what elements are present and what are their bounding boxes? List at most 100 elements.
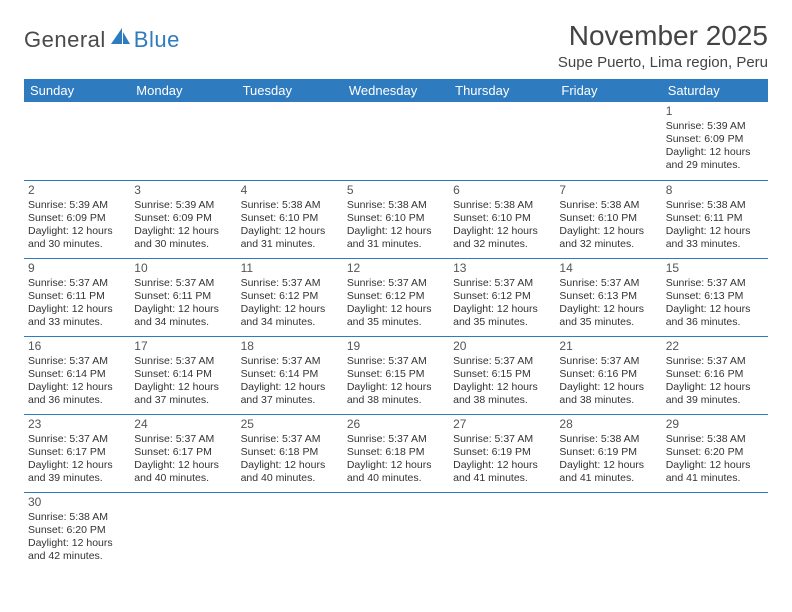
day-daylight2: and 29 minutes.	[666, 159, 764, 172]
day-daylight2: and 36 minutes.	[666, 316, 764, 329]
day-daylight1: Daylight: 12 hours	[453, 459, 551, 472]
day-daylight1: Daylight: 12 hours	[559, 225, 657, 238]
day-daylight2: and 34 minutes.	[241, 316, 339, 329]
calendar-cell: 15Sunrise: 5:37 AMSunset: 6:13 PMDayligh…	[662, 258, 768, 336]
day-daylight1: Daylight: 12 hours	[666, 146, 764, 159]
day-daylight1: Daylight: 12 hours	[134, 303, 232, 316]
brand-logo: General Blue	[24, 26, 180, 53]
weekday-header: Thursday	[449, 79, 555, 102]
calendar-cell: 25Sunrise: 5:37 AMSunset: 6:18 PMDayligh…	[237, 414, 343, 492]
calendar-cell: 14Sunrise: 5:37 AMSunset: 6:13 PMDayligh…	[555, 258, 661, 336]
day-sunset: Sunset: 6:10 PM	[453, 212, 551, 225]
location: Supe Puerto, Lima region, Peru	[558, 54, 768, 71]
day-sunrise: Sunrise: 5:37 AM	[134, 277, 232, 290]
day-sunset: Sunset: 6:12 PM	[453, 290, 551, 303]
calendar-cell: 5Sunrise: 5:38 AMSunset: 6:10 PMDaylight…	[343, 180, 449, 258]
day-daylight2: and 40 minutes.	[347, 472, 445, 485]
day-sunrise: Sunrise: 5:38 AM	[559, 433, 657, 446]
day-sunrise: Sunrise: 5:39 AM	[666, 120, 764, 133]
day-sunrise: Sunrise: 5:37 AM	[666, 355, 764, 368]
day-number: 1	[666, 104, 764, 119]
day-sunset: Sunset: 6:11 PM	[134, 290, 232, 303]
day-daylight1: Daylight: 12 hours	[347, 381, 445, 394]
calendar-cell: 17Sunrise: 5:37 AMSunset: 6:14 PMDayligh…	[130, 336, 236, 414]
brand-part2: Blue	[134, 27, 180, 53]
day-sunrise: Sunrise: 5:37 AM	[559, 277, 657, 290]
calendar-cell: 19Sunrise: 5:37 AMSunset: 6:15 PMDayligh…	[343, 336, 449, 414]
calendar-body: 1Sunrise: 5:39 AMSunset: 6:09 PMDaylight…	[24, 102, 768, 570]
calendar-header-row: Sunday Monday Tuesday Wednesday Thursday…	[24, 79, 768, 102]
day-daylight1: Daylight: 12 hours	[559, 459, 657, 472]
day-daylight2: and 35 minutes.	[559, 316, 657, 329]
day-sunset: Sunset: 6:16 PM	[559, 368, 657, 381]
page: General Blue November 2025 Supe Puerto, …	[0, 0, 792, 590]
day-daylight1: Daylight: 12 hours	[347, 225, 445, 238]
day-sunset: Sunset: 6:12 PM	[347, 290, 445, 303]
day-sunset: Sunset: 6:14 PM	[134, 368, 232, 381]
day-sunrise: Sunrise: 5:37 AM	[241, 277, 339, 290]
day-number: 14	[559, 261, 657, 276]
calendar-cell: 1Sunrise: 5:39 AMSunset: 6:09 PMDaylight…	[662, 102, 768, 180]
calendar-week: 30Sunrise: 5:38 AMSunset: 6:20 PMDayligh…	[24, 492, 768, 570]
day-sunrise: Sunrise: 5:38 AM	[347, 199, 445, 212]
calendar-cell: 7Sunrise: 5:38 AMSunset: 6:10 PMDaylight…	[555, 180, 661, 258]
day-daylight2: and 41 minutes.	[559, 472, 657, 485]
calendar-cell: 12Sunrise: 5:37 AMSunset: 6:12 PMDayligh…	[343, 258, 449, 336]
day-number: 10	[134, 261, 232, 276]
weekday-header: Tuesday	[237, 79, 343, 102]
day-daylight1: Daylight: 12 hours	[559, 381, 657, 394]
day-sunrise: Sunrise: 5:37 AM	[347, 433, 445, 446]
day-daylight2: and 30 minutes.	[28, 238, 126, 251]
day-sunrise: Sunrise: 5:38 AM	[666, 433, 764, 446]
day-number: 24	[134, 417, 232, 432]
day-daylight1: Daylight: 12 hours	[347, 459, 445, 472]
day-daylight1: Daylight: 12 hours	[241, 303, 339, 316]
day-sunrise: Sunrise: 5:38 AM	[666, 199, 764, 212]
day-sunset: Sunset: 6:09 PM	[134, 212, 232, 225]
day-daylight2: and 31 minutes.	[347, 238, 445, 251]
day-sunset: Sunset: 6:15 PM	[453, 368, 551, 381]
calendar-cell: 2Sunrise: 5:39 AMSunset: 6:09 PMDaylight…	[24, 180, 130, 258]
day-sunrise: Sunrise: 5:38 AM	[28, 511, 126, 524]
day-sunset: Sunset: 6:12 PM	[241, 290, 339, 303]
day-daylight2: and 41 minutes.	[453, 472, 551, 485]
calendar-cell: 4Sunrise: 5:38 AMSunset: 6:10 PMDaylight…	[237, 180, 343, 258]
calendar-cell: 30Sunrise: 5:38 AMSunset: 6:20 PMDayligh…	[24, 492, 130, 570]
day-daylight1: Daylight: 12 hours	[241, 459, 339, 472]
calendar-week: 1Sunrise: 5:39 AMSunset: 6:09 PMDaylight…	[24, 102, 768, 180]
day-sunrise: Sunrise: 5:37 AM	[453, 433, 551, 446]
day-number: 26	[347, 417, 445, 432]
day-daylight1: Daylight: 12 hours	[28, 225, 126, 238]
calendar-cell: 27Sunrise: 5:37 AMSunset: 6:19 PMDayligh…	[449, 414, 555, 492]
calendar-cell: 16Sunrise: 5:37 AMSunset: 6:14 PMDayligh…	[24, 336, 130, 414]
day-daylight1: Daylight: 12 hours	[134, 225, 232, 238]
day-number: 12	[347, 261, 445, 276]
day-number: 4	[241, 183, 339, 198]
day-sunrise: Sunrise: 5:38 AM	[241, 199, 339, 212]
calendar-cell	[555, 102, 661, 180]
weekday-header: Monday	[130, 79, 236, 102]
calendar-cell: 8Sunrise: 5:38 AMSunset: 6:11 PMDaylight…	[662, 180, 768, 258]
day-number: 30	[28, 495, 126, 510]
day-sunrise: Sunrise: 5:37 AM	[559, 355, 657, 368]
calendar-cell: 21Sunrise: 5:37 AMSunset: 6:16 PMDayligh…	[555, 336, 661, 414]
day-number: 21	[559, 339, 657, 354]
day-number: 29	[666, 417, 764, 432]
calendar-cell: 3Sunrise: 5:39 AMSunset: 6:09 PMDaylight…	[130, 180, 236, 258]
day-daylight2: and 32 minutes.	[559, 238, 657, 251]
day-number: 8	[666, 183, 764, 198]
day-sunset: Sunset: 6:11 PM	[666, 212, 764, 225]
day-sunrise: Sunrise: 5:37 AM	[453, 355, 551, 368]
day-daylight1: Daylight: 12 hours	[666, 225, 764, 238]
weekday-header: Saturday	[662, 79, 768, 102]
day-daylight1: Daylight: 12 hours	[453, 303, 551, 316]
day-sunset: Sunset: 6:16 PM	[666, 368, 764, 381]
calendar-cell	[555, 492, 661, 570]
day-number: 25	[241, 417, 339, 432]
day-number: 19	[347, 339, 445, 354]
calendar-cell: 24Sunrise: 5:37 AMSunset: 6:17 PMDayligh…	[130, 414, 236, 492]
day-daylight2: and 35 minutes.	[453, 316, 551, 329]
calendar-cell	[343, 492, 449, 570]
day-daylight1: Daylight: 12 hours	[666, 303, 764, 316]
day-sunrise: Sunrise: 5:37 AM	[453, 277, 551, 290]
